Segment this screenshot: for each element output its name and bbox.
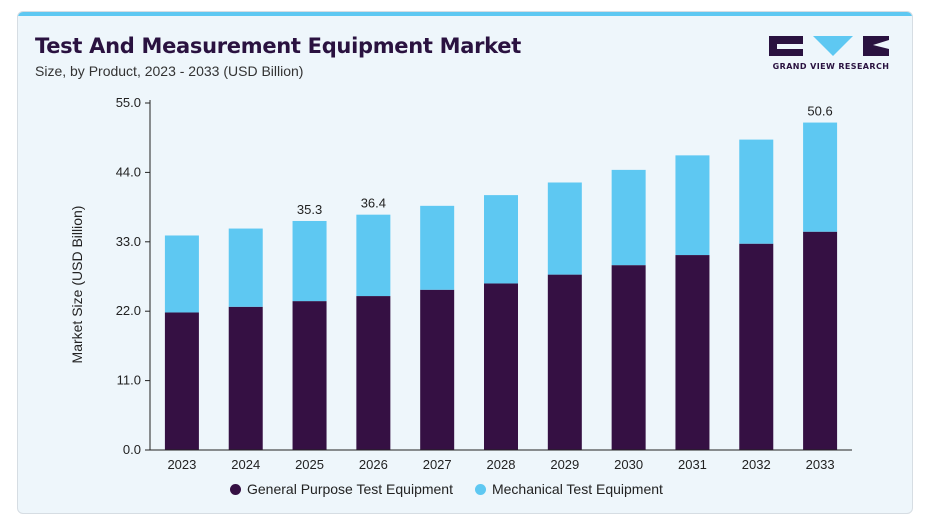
logo-block-middle	[813, 36, 853, 56]
x-tick-label: 2033	[806, 457, 835, 472]
legend-label-general-purpose: General Purpose Test Equipment	[247, 481, 453, 497]
data-labels: 35.3 36.4 50.6	[297, 104, 833, 217]
bar-general-purpose-2026	[356, 296, 391, 450]
x-tick-label: 2032	[742, 457, 771, 472]
x-tick-label: 2026	[359, 457, 388, 472]
logo-block-right-cut	[873, 40, 889, 49]
bar-mechanical-2028	[484, 195, 518, 284]
y-axis: 0.0 11.0 22.0 33.0 44.0 55.0 Market Size (USD …	[69, 95, 151, 457]
legend-label-mechanical: Mechanical Test Equipment	[491, 481, 663, 497]
x-tick-label: 2023	[167, 457, 196, 472]
bar-mechanical-2033	[803, 122, 838, 232]
bar-mechanical-2023	[164, 235, 199, 313]
grand-view-research-logo-icon	[769, 36, 889, 56]
y-tick-label: 11.0	[117, 373, 141, 388]
bar-mechanical-2026	[356, 214, 391, 297]
bar-general-purpose-2023	[164, 312, 199, 450]
bar-mechanical-2025	[292, 220, 327, 302]
bar-mechanical-2032	[739, 139, 774, 244]
legend-swatch-mechanical	[474, 483, 486, 495]
x-tick-label: 2025	[295, 457, 324, 472]
bar-mechanical-2029	[547, 182, 582, 275]
y-tick-label: 44.0	[116, 164, 141, 179]
bar-mechanical-2030	[611, 169, 646, 266]
x-tick-label: 2029	[550, 457, 579, 472]
bar-general-purpose-2033	[803, 231, 838, 450]
data-label-2033: 50.6	[807, 104, 832, 119]
x-tick-label: 2028	[487, 457, 516, 472]
y-tick-label: 22.0	[116, 303, 141, 318]
data-label-2025: 35.3	[297, 202, 322, 217]
bar-general-purpose-2024	[228, 306, 263, 450]
bar-mechanical-2027	[420, 205, 455, 290]
chart-title: Test And Measurement Equipment Market	[35, 34, 521, 58]
y-axis-label: Market Size (USD Billion)	[69, 206, 85, 364]
bar-general-purpose-2032	[739, 243, 774, 450]
y-tick-label: 33.0	[116, 234, 141, 249]
bar-general-purpose-2031	[675, 255, 710, 450]
bar-general-purpose-2030	[611, 265, 646, 450]
chart-legend: General Purpose Test Equipment Mechanica…	[230, 481, 663, 497]
bar-general-purpose-2029	[547, 274, 582, 450]
y-tick-label: 0.0	[123, 442, 141, 457]
x-tick-label: 2024	[231, 457, 260, 472]
card-accent-bar	[18, 12, 912, 16]
logo-block-left-notch	[777, 44, 803, 49]
bar-mechanical-2024	[228, 228, 263, 307]
y-tick-label: 55.0	[116, 95, 141, 110]
x-tick-label: 2031	[678, 457, 707, 472]
x-axis: 2023 2024 2025 2026 2027 2028 2029 2030 2031 2032…	[150, 449, 852, 472]
x-tick-label: 2027	[423, 457, 452, 472]
legend-item-general-purpose: General Purpose Test Equipment	[230, 481, 453, 497]
legend-item-mechanical: Mechanical Test Equipment	[474, 481, 663, 497]
bar-general-purpose-2025	[292, 301, 327, 450]
data-label-2026: 36.4	[361, 196, 386, 211]
logo-text: GRAND VIEW RESEARCH	[772, 62, 890, 71]
logo-block-right	[863, 36, 889, 56]
bar-general-purpose-2028	[484, 283, 518, 450]
bar-general-purpose-2027	[420, 289, 455, 450]
legend-swatch-general-purpose	[230, 483, 241, 495]
bars	[164, 122, 838, 450]
chart-subtitle: Size, by Product, 2023 - 2033 (USD Billi…	[35, 63, 304, 79]
x-tick-label: 2030	[614, 457, 643, 472]
bar-mechanical-2031	[675, 155, 710, 256]
